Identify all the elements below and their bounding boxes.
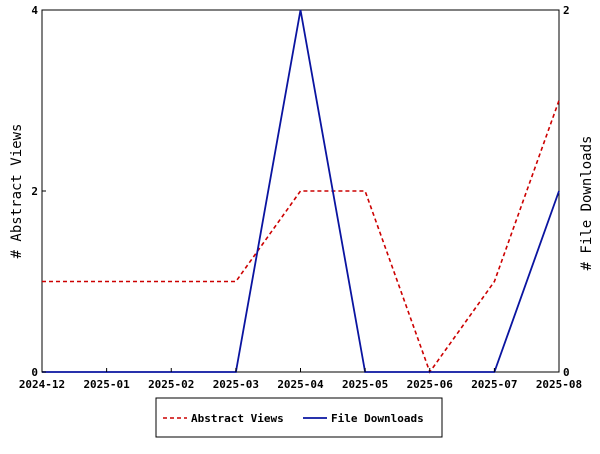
legend-label-file-downloads: File Downloads <box>331 412 424 425</box>
x-tick-label: 2025-03 <box>213 378 259 391</box>
x-tick-label: 2025-08 <box>536 378 582 391</box>
legend-box <box>155 397 443 438</box>
y-axis-right: 02 <box>555 4 570 379</box>
y-axis-left-title: # Abstract Views <box>9 124 25 259</box>
y-left-tick-label: 4 <box>31 4 38 17</box>
y-right-tick-label: 0 <box>563 366 570 379</box>
x-tick-label: 2025-07 <box>471 378 517 391</box>
y-axis-left: 0 2 4 <box>31 4 46 379</box>
y-left-tick-label: 2 <box>31 185 38 198</box>
x-tick-label: 2025-01 <box>83 378 130 391</box>
x-tick-label: 2024-12 <box>19 378 65 391</box>
y-axis-right-title: # File Downloads <box>579 136 595 271</box>
x-tick-label: 2025-05 <box>342 378 388 391</box>
legend-label-abstract-views: Abstract Views <box>191 412 284 425</box>
series-line-file-downloads <box>42 9 560 373</box>
plot-area <box>41 9 560 373</box>
series-line-abstract-views <box>42 100 560 374</box>
x-tick-label: 2025-04 <box>277 378 324 391</box>
x-tick-label: 2025-02 <box>148 378 194 391</box>
y-right-tick-label: 2 <box>563 4 570 17</box>
legend: Abstract Views File Downloads <box>155 397 443 438</box>
x-tick-label: 2025-06 <box>407 378 454 391</box>
series-layer <box>42 9 560 374</box>
x-axis: 2024-12 2025-01 2025-02 2025-03 2025-04 2025-… <box>19 368 582 391</box>
y-left-tick-label: 0 <box>31 366 38 379</box>
